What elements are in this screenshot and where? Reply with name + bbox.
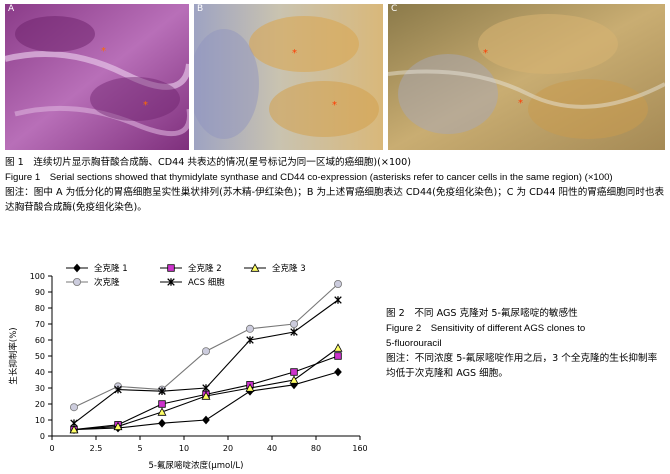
figure1-caption-en: Figure 1 Serial sections showed that thy… xyxy=(5,172,613,183)
asterisk-marker: * xyxy=(292,48,297,59)
data-point-series-5 xyxy=(158,387,166,395)
legend-marker xyxy=(73,277,82,286)
legend-marker xyxy=(167,264,175,272)
x-tick-label: 160 xyxy=(352,444,367,453)
x-tick-label: 5 xyxy=(137,444,142,453)
y-tick-label: 60 xyxy=(35,336,45,345)
figure2-line-chart: 0 10 20 30 40 50 60 70 80 90 100 0 2.5 5 10 20 40 80 160 5-… xyxy=(8,263,368,471)
data-point-series-4 xyxy=(333,279,342,288)
figure1-caption-cn: 图 1 连续切片显示胸苷酸合成酶、CD44 共表达的情况(星号标记为同一区域的癌… xyxy=(5,157,412,168)
data-point-series-3 xyxy=(69,424,79,434)
y-tick-label: 0 xyxy=(40,432,45,441)
data-point-series-4 xyxy=(70,403,79,412)
data-point-series-1 xyxy=(334,367,342,377)
x-tick-label: 10 xyxy=(179,444,189,453)
x-tick-label: 0 xyxy=(49,444,54,453)
he-stain-micrograph: * * xyxy=(5,4,189,150)
figure2-caption-en-line2: 5-fluorouracil xyxy=(386,338,442,349)
y-tick-label: 100 xyxy=(30,272,45,281)
y-axis-label: 生长抑制率(%) xyxy=(8,327,19,384)
data-point-series-5 xyxy=(246,336,254,344)
data-point-series-5 xyxy=(202,384,210,392)
data-point-series-3 xyxy=(289,375,299,384)
panel-label: A xyxy=(8,4,15,14)
figure1-panel-c: * * C xyxy=(388,4,665,150)
y-tick-label: 90 xyxy=(35,288,45,297)
data-point-series-3 xyxy=(113,421,123,431)
series-line-5 xyxy=(73,299,339,424)
asterisk-marker: * xyxy=(101,46,106,57)
figure2-caption: 图 2 不同 AGS 克隆对 5-氟尿嘧啶的敏感性 Figure 2 Sensi… xyxy=(386,306,666,381)
asterisk-marker: * xyxy=(143,100,148,111)
asterisk-marker: * xyxy=(518,98,523,109)
figure1-panel-a: * * A xyxy=(5,4,189,150)
y-tick-label: 70 xyxy=(35,320,45,329)
data-point-series-5 xyxy=(70,419,78,427)
legend-label: 全克隆 1 xyxy=(94,263,128,274)
figure1-caption: 图 1 连续切片显示胸苷酸合成酶、CD44 共表达的情况(星号标记为同一区域的癌… xyxy=(5,155,667,215)
ihc-ts-micrograph: * * xyxy=(388,4,665,150)
data-point-series-4 xyxy=(201,347,210,356)
data-point-series-3 xyxy=(245,383,255,392)
y-tick-label: 50 xyxy=(35,352,45,361)
legend-marker xyxy=(250,263,260,272)
panel-label: B xyxy=(197,4,204,14)
y-tick-label: 40 xyxy=(35,368,45,377)
x-tick-label: 80 xyxy=(311,444,321,453)
panel-label: C xyxy=(391,4,398,14)
data-point-series-3 xyxy=(333,343,343,352)
legend-label: 全克隆 2 xyxy=(188,263,222,274)
data-point-series-3 xyxy=(201,391,211,400)
legend-marker xyxy=(167,278,175,286)
figure1-note: 图注：图中 A 为低分化的胃癌细胞呈实性巢状排列(苏木精-伊红染色)；B 为上述… xyxy=(5,187,665,213)
data-point-series-4 xyxy=(289,320,298,329)
x-axis-label: 5-氟尿嘧啶浓度(μmol/L) xyxy=(149,460,244,471)
ihc-cd44-micrograph: * * xyxy=(194,4,383,150)
data-point-series-2 xyxy=(158,400,166,408)
figure1-panel-b: * * B xyxy=(194,4,383,150)
legend-marker xyxy=(73,263,81,273)
data-point-series-5 xyxy=(290,328,298,336)
figure2-caption-cn: 图 2 不同 AGS 克隆对 5-氟尿嘧啶的敏感性 xyxy=(386,308,578,319)
data-point-series-2 xyxy=(334,352,342,360)
legend-label: 全克隆 3 xyxy=(272,263,306,274)
data-point-series-5 xyxy=(114,385,122,394)
data-point-series-1 xyxy=(158,418,166,428)
legend-label: ACS 细胞 xyxy=(188,277,225,288)
data-point-series-3 xyxy=(157,407,167,416)
y-tick-label: 30 xyxy=(35,384,45,393)
asterisk-marker: * xyxy=(483,48,488,59)
figure2-caption-en-line1: Figure 2 Sensitivity of different AGS cl… xyxy=(386,323,586,334)
x-tick-label: 2.5 xyxy=(90,444,103,453)
data-point-series-1 xyxy=(202,415,210,425)
legend-label: 次克隆 xyxy=(94,277,120,288)
x-tick-label: 40 xyxy=(267,444,277,453)
asterisk-marker: * xyxy=(332,100,337,111)
data-point-series-5 xyxy=(334,296,342,304)
data-point-series-4 xyxy=(245,324,254,333)
data-point-series-2 xyxy=(290,368,298,376)
y-tick-label: 80 xyxy=(35,304,45,313)
x-tick-label: 20 xyxy=(223,444,233,453)
y-tick-label: 20 xyxy=(35,400,45,409)
y-tick-label: 10 xyxy=(35,416,45,425)
figure2-note: 图注：不同浓度 5-氟尿嘧啶作用之后，3 个全克隆的生长抑制率均低于次克隆和 A… xyxy=(386,353,658,379)
